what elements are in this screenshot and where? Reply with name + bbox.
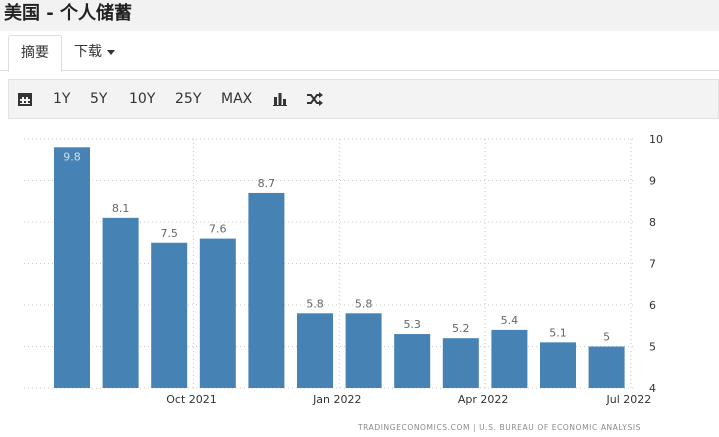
- y-tick-label: 8: [649, 216, 656, 229]
- tab-download[interactable]: 下载: [62, 35, 127, 71]
- bar-mar-2022: [394, 334, 431, 388]
- bar-feb-2022: [345, 313, 382, 388]
- chart-toolbar: 1Y 5Y 10Y 25Y MAX: [8, 79, 719, 119]
- data-label: 7.6: [209, 223, 227, 236]
- tab-bar: 摘要 下载: [0, 31, 719, 72]
- range-1y-button[interactable]: 1Y: [53, 91, 71, 107]
- y-tick-label: 4: [649, 382, 656, 395]
- y-tick-label: 5: [649, 341, 656, 354]
- data-label: 5.4: [501, 314, 519, 327]
- bar-jul-2022: [588, 346, 625, 388]
- x-tick-label: Apr 2022: [458, 393, 509, 406]
- range-max-button[interactable]: MAX: [221, 91, 253, 107]
- tab-download-label: 下载: [74, 44, 102, 60]
- page-title: 美国 - 个人储蓄: [0, 0, 719, 31]
- data-label: 5: [603, 331, 610, 344]
- y-tick-label: 6: [649, 299, 656, 312]
- bar-dec-2021: [248, 192, 285, 388]
- data-label: 5.3: [403, 318, 421, 331]
- bar-apr-2022: [442, 338, 479, 388]
- range-5y-button[interactable]: 5Y: [90, 91, 108, 107]
- shuffle-icon[interactable]: [307, 80, 323, 118]
- x-tick-label: Oct 2021: [166, 393, 217, 406]
- bar-sep-2021: [102, 217, 139, 388]
- bar-jun-2022: [540, 342, 576, 388]
- chart-source: TRADINGECONOMICS.COM | U.S. BUREAU OF EC…: [357, 423, 641, 432]
- bar-aug-2021: [54, 147, 90, 388]
- range-10y-button[interactable]: 10Y: [129, 91, 156, 107]
- bar-chart-icon[interactable]: [273, 80, 287, 118]
- bar-may-2022: [491, 329, 528, 388]
- data-label: 5.1: [549, 326, 567, 339]
- x-tick-label: Jul 2022: [606, 393, 652, 406]
- bar-chart: 4 5 6 7 8 9 10 9.8 8.1 7.5 7.6 8.7 5.8 5.8 5.3 5.2 5.4 5.…: [24, 133, 663, 432]
- y-tick-label: 9: [649, 175, 656, 188]
- tab-summary-label: 摘要: [21, 45, 49, 61]
- y-tick-label: 7: [649, 258, 656, 271]
- data-label: 8.7: [258, 177, 276, 190]
- data-label: 8.1: [112, 202, 130, 215]
- x-tick-label: Jan 2022: [312, 393, 361, 406]
- data-label: 9.8: [63, 150, 81, 163]
- y-tick-label: 10: [649, 133, 663, 146]
- caret-down-icon: [107, 49, 115, 55]
- bar-jan-2022: [297, 313, 333, 388]
- data-label: 7.5: [160, 227, 178, 240]
- data-label: 5.2: [452, 322, 470, 335]
- data-label: 5.8: [306, 297, 324, 310]
- bar-oct-2021: [151, 242, 188, 388]
- data-label: 5.8: [355, 297, 373, 310]
- tab-summary[interactable]: 摘要: [8, 35, 62, 72]
- bar-nov-2021: [199, 238, 236, 388]
- calendar-icon[interactable]: [18, 80, 32, 118]
- range-25y-button[interactable]: 25Y: [175, 91, 202, 107]
